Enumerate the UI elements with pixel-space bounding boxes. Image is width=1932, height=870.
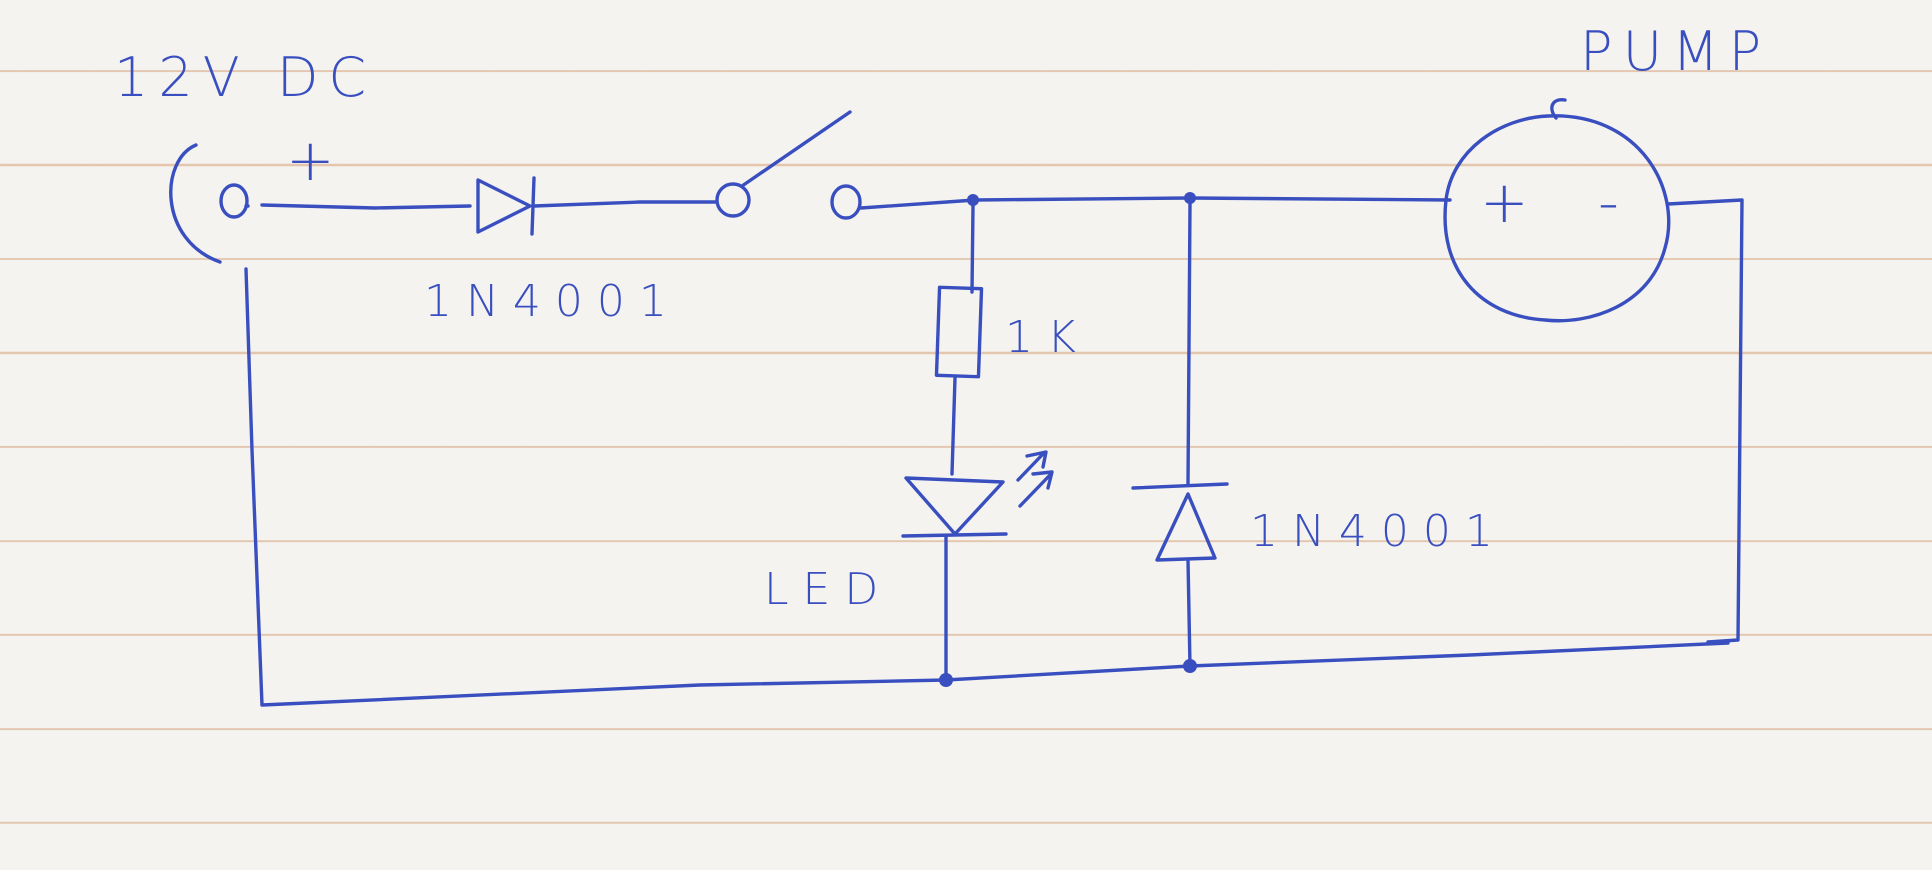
resistor-label: 1K xyxy=(1005,312,1090,363)
wire-top-rail xyxy=(859,196,1452,210)
junction-node-3 xyxy=(939,673,953,687)
pump-plus-label: + xyxy=(1480,168,1529,236)
junction-node-1 xyxy=(967,194,979,206)
series-diode-symbol xyxy=(476,176,536,236)
pump-motor-symbol xyxy=(1443,98,1671,323)
supply-plus-label: + xyxy=(286,126,335,194)
flyback-diode-symbol xyxy=(1131,202,1229,668)
led-symbol xyxy=(901,450,1054,684)
flyback-diode-label: 1N4001 xyxy=(1250,506,1507,557)
pump-minus-label: - xyxy=(1598,168,1619,236)
led-label: LED xyxy=(764,564,892,615)
junction-node-4 xyxy=(1183,659,1197,673)
wire-jack-to-diode xyxy=(260,203,472,210)
supply-label: 12V DC xyxy=(114,46,376,109)
junction-node-2 xyxy=(1184,192,1196,204)
pump-label: PUMP xyxy=(1580,20,1771,83)
wire-diode-to-switch xyxy=(532,200,717,208)
switch-symbol xyxy=(715,110,862,220)
wire-bottom-rail xyxy=(244,267,1730,707)
wire-pump-return xyxy=(1666,198,1744,644)
resistor-symbol xyxy=(934,204,984,476)
dc-jack xyxy=(169,143,250,264)
series-diode-label: 1N4001 xyxy=(424,276,681,327)
